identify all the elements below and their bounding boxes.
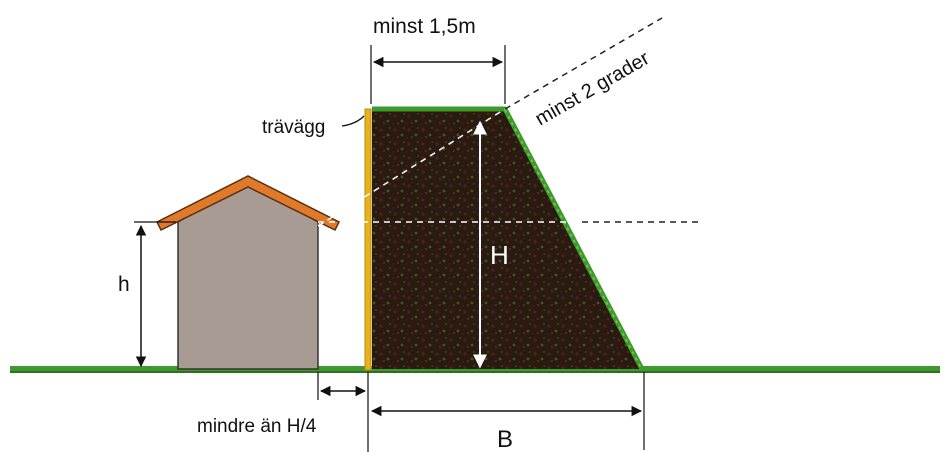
angle-arc [351, 204, 357, 223]
top-width-dimension [370, 45, 506, 104]
slope-guide-line-outside [504, 17, 663, 110]
base-width-dimension [370, 372, 645, 450]
distance-dimension [317, 372, 369, 452]
slope-guide-line [317, 108, 506, 227]
house-roof [155, 175, 341, 232]
height-small-dimension [134, 221, 176, 368]
height-large-label: H [490, 240, 509, 270]
height-small-label: h [118, 273, 130, 296]
wall-label-leader [341, 115, 365, 127]
wooden-wall [364, 108, 372, 371]
angle-label: minst 2 grader [532, 47, 654, 130]
wall-label: trävägg [262, 117, 325, 138]
distance-label: mindre än H/4 [197, 416, 317, 437]
base-width-label: B [497, 426, 513, 452]
top-width-label: minst 1,5m [373, 15, 476, 38]
house [155, 175, 341, 370]
